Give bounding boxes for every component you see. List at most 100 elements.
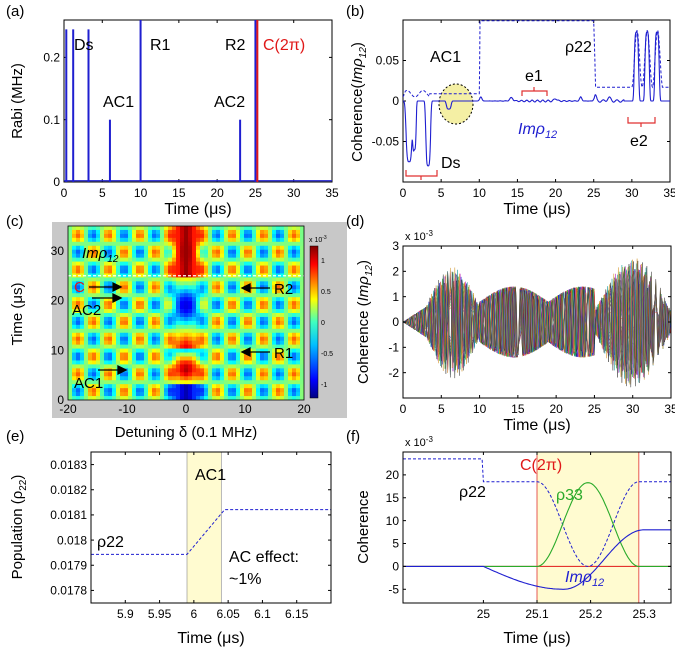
heatmap-cell [292, 261, 297, 266]
heatmap-cell [300, 245, 304, 251]
heatmap-cell [76, 309, 81, 314]
heatmap-cell [188, 320, 193, 326]
heatmap-cell [184, 380, 189, 385]
heatmap-cell [236, 324, 241, 330]
heatmap-cell [92, 313, 97, 318]
heatmap-cell [224, 336, 229, 342]
heatmap-cell [176, 245, 181, 251]
heatmap-cell [244, 253, 249, 259]
heatmap-cell [108, 233, 113, 239]
heatmap-cell [68, 396, 73, 400]
heatmap-cell [196, 332, 201, 338]
heatmap-cell [100, 324, 105, 330]
heatmap-cell [168, 297, 173, 302]
heatmap-cell [292, 249, 297, 255]
heatmap-cell [116, 233, 121, 239]
heatmap-cell [300, 388, 304, 393]
heatmap-cell [280, 285, 285, 290]
heatmap-cell [240, 376, 245, 381]
heatmap-cell [208, 372, 213, 377]
heatmap-cell [172, 360, 177, 365]
heatmap-cell [236, 360, 241, 365]
coherence-trace [403, 260, 671, 388]
heatmap-cell [176, 336, 181, 342]
heatmap-cell [180, 237, 185, 243]
heatmap-cell [292, 253, 297, 259]
heatmap-cell [188, 301, 193, 306]
heatmap-cell [164, 372, 169, 377]
heatmap-cell [132, 289, 137, 294]
heatmap-cell [224, 285, 229, 290]
annot-e-ac1: AC1 [195, 467, 226, 484]
heatmap-cell [272, 380, 277, 385]
heatmap-cell [88, 376, 93, 381]
heatmap-cell [144, 285, 149, 290]
heatmap-cell [96, 226, 101, 231]
heatmap-cell [200, 305, 205, 310]
heatmap-cell [156, 388, 161, 393]
heatmap-cell [88, 226, 93, 231]
heatmap-cell [292, 320, 297, 326]
heatmap-cell [264, 253, 269, 259]
heatmap-cell [192, 396, 197, 400]
heatmap-cell [272, 392, 277, 397]
heatmap-cell [212, 324, 217, 330]
heatmap-cell [212, 316, 217, 322]
heatmap-cell [280, 281, 285, 286]
heatmap-cell [88, 380, 93, 385]
heatmap-cell [128, 384, 133, 389]
heatmap-cell [196, 380, 201, 385]
heatmap-cell [180, 360, 185, 365]
heatmap-cell [72, 344, 77, 349]
heatmap-cell [124, 301, 129, 306]
heatmap-cell [244, 376, 249, 381]
x-tick-label: -20 [59, 402, 77, 416]
heatmap-cell [224, 388, 229, 393]
heatmap-cell [164, 226, 169, 231]
heatmap-cell [188, 305, 193, 310]
heatmap-cell [68, 360, 73, 365]
heatmap-cell [272, 356, 277, 361]
heatmap-cell [236, 301, 241, 306]
heatmap-cell [204, 293, 209, 298]
heatmap-cell [92, 364, 97, 369]
heatmap-cell [168, 368, 173, 373]
heatmap-cell [280, 380, 285, 385]
heatmap-cell [172, 380, 177, 385]
heatmap-cell [84, 273, 89, 278]
heatmap-cell [276, 396, 281, 400]
heatmap-cell [212, 281, 217, 286]
heatmap-cell [184, 352, 189, 357]
heatmap-cell [240, 328, 245, 334]
heatmap-cell [72, 340, 77, 346]
heatmap-cell [112, 229, 117, 235]
heatmap-cell [236, 233, 241, 239]
heatmap-cell [140, 277, 145, 282]
heatmap-cell [152, 237, 157, 243]
heatmap-cell [80, 328, 85, 334]
heatmap-cell [216, 384, 221, 389]
heatmap-cell [208, 257, 213, 262]
heatmap-cell [188, 293, 193, 298]
heatmap-cell [232, 245, 237, 251]
heatmap-cell [280, 364, 285, 369]
heatmap-cell [132, 328, 137, 334]
heatmap-cell [72, 253, 77, 259]
heatmap-cell [80, 249, 85, 255]
heatmap-cell [156, 293, 161, 298]
heatmap-cell [80, 233, 85, 239]
heatmap-cell [68, 344, 73, 349]
heatmap-cell [92, 332, 97, 338]
heatmap-cell [276, 265, 281, 270]
y-tick-label: 0 [53, 175, 60, 189]
heatmap-cell [128, 356, 133, 361]
heatmap-cell [216, 324, 221, 330]
heatmap-cell [120, 305, 125, 310]
heatmap-cell [96, 237, 101, 243]
heatmap-cell [240, 356, 245, 361]
heatmap-cell [280, 253, 285, 259]
heatmap-cell [180, 340, 185, 346]
heatmap-cell [100, 277, 105, 282]
heatmap-cell [236, 348, 241, 353]
heatmap-cell [236, 356, 241, 361]
